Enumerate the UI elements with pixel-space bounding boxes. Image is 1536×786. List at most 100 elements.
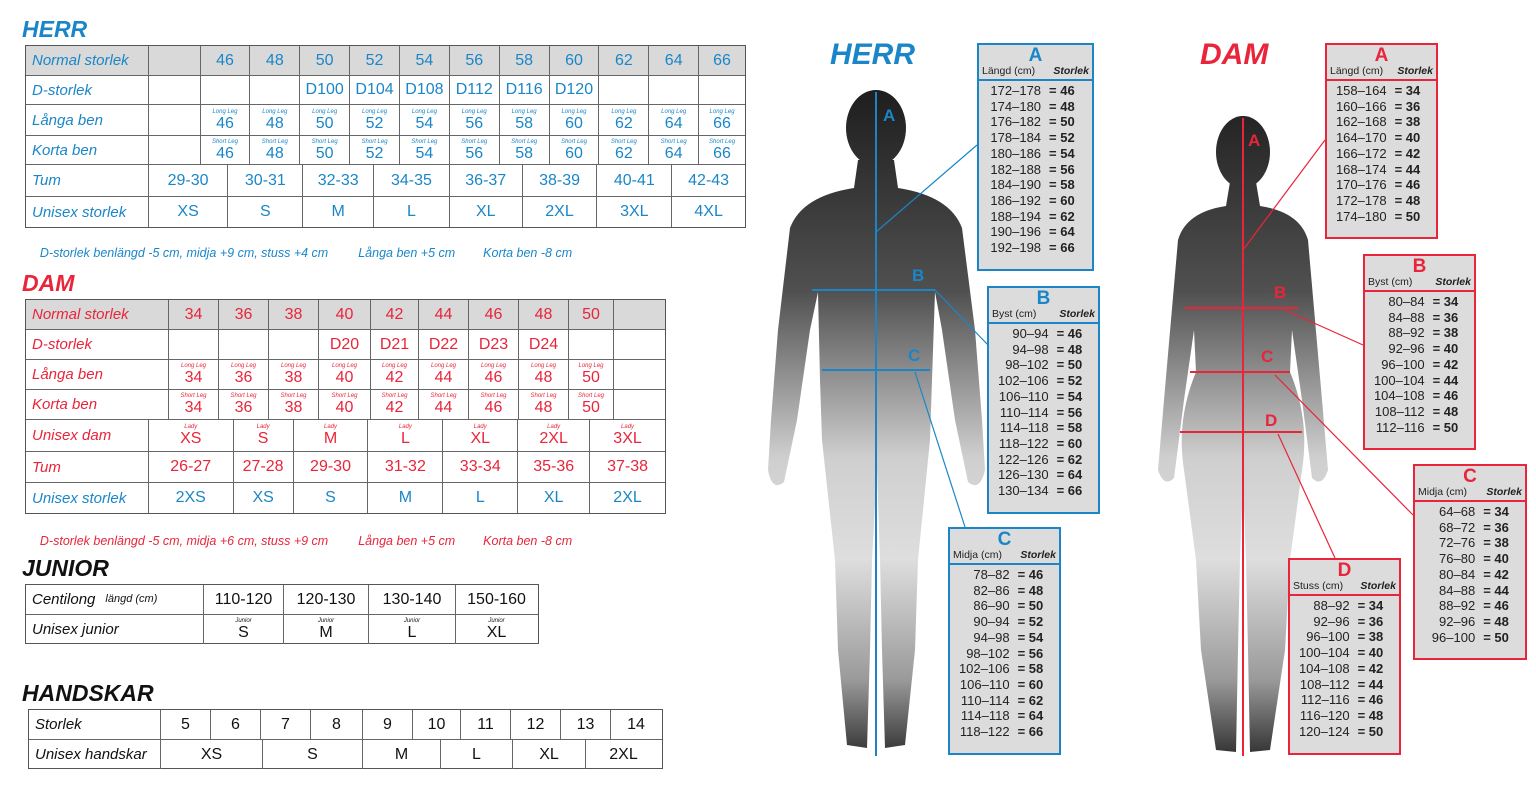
box-col-measure: Längd (cm) (1330, 65, 1384, 77)
measure-range: 86–90 (973, 598, 1010, 614)
cell-value: 44 (434, 399, 453, 416)
table-cell: S (228, 197, 304, 227)
cell-text: 58 (515, 51, 534, 69)
table-cell: Long Leg 62 (599, 105, 650, 135)
cell-value: 46 (484, 399, 503, 416)
table-cell: M (368, 483, 444, 513)
box-row: 178–184 = 52 (979, 130, 1092, 146)
table-cell: Junior M (284, 615, 369, 644)
measure-range: 84–88 (1388, 309, 1425, 325)
cell-text: 42-43 (688, 171, 730, 189)
table-cell: 52 (350, 46, 400, 75)
cell-caption: Short Leg (381, 393, 408, 399)
cell-text: 33-34 (459, 458, 501, 475)
table-cell: Long Leg 46 (201, 105, 251, 135)
cell-value: 58 (515, 144, 534, 162)
gloves-size-table: Storlek 5 6 7 8 9 10 11 12 13 14 Unisex handskar XS S… (28, 709, 663, 769)
cell-value: 48 (265, 114, 284, 132)
cell-text: 48 (265, 51, 284, 69)
measure-range: 106–110 (998, 388, 1049, 404)
measure-range: 76–80 (1439, 551, 1476, 567)
cell-text: D108 (405, 81, 444, 98)
cell-text: 62 (614, 51, 633, 69)
size-value: = 46 (1483, 598, 1509, 614)
cell-text: 64 (664, 51, 683, 69)
table-cell (149, 46, 201, 75)
box-col-measure: Längd (cm) (982, 65, 1036, 77)
measure-range: 120–124 (1298, 723, 1350, 739)
size-value: = 40 (1394, 130, 1421, 146)
table-cell: Short Leg 46 (201, 136, 251, 164)
box-header: Midja (cm) Storlek (950, 549, 1059, 565)
cell-caption: Lady (473, 424, 487, 430)
table-cell: 62 (599, 46, 650, 75)
table-cell: 38-39 (523, 165, 598, 196)
cell-value: 64 (664, 114, 683, 132)
measure-range: 170–176 (1335, 177, 1387, 193)
box-row: 118–122 = 66 (950, 724, 1059, 740)
size-value: = 50 (1432, 419, 1459, 435)
box-row: 100–104 = 40 (1290, 645, 1399, 661)
box-col-size: Storlek (1360, 580, 1396, 592)
table-cell: 58 (500, 46, 550, 75)
table-cell: Short Leg 50 (569, 390, 614, 419)
table-cell: D120 (550, 76, 600, 104)
cell-caption: Long Leg (611, 108, 637, 115)
size-value: = 64 (1049, 224, 1075, 240)
cell-caption: Short Leg (361, 138, 388, 145)
box-col-size: Storlek (1059, 308, 1095, 320)
cell-text: XL (539, 745, 559, 763)
cell-text: 10 (427, 715, 446, 733)
box-col-size: Storlek (1020, 549, 1056, 561)
handskar-title: HANDSKAR (22, 680, 154, 706)
measure-range: 176–182 (990, 114, 1042, 130)
cell-text: 12 (526, 715, 545, 733)
measure-range: 92–96 (1439, 613, 1476, 629)
cell-value: 58 (515, 114, 534, 132)
box-row: 88–92 = 38 (1365, 325, 1474, 341)
table-cell: Junior S (204, 615, 284, 644)
dam-label-c: C (1261, 347, 1274, 366)
box-row: 188–194 = 62 (979, 209, 1092, 225)
cell-text: M (394, 745, 409, 763)
box-row: 110–114 = 56 (989, 405, 1098, 421)
cell-value: 48 (534, 369, 553, 386)
box-row: 112–116 = 50 (1365, 420, 1474, 436)
table-cell: 2XL (586, 740, 661, 769)
cell-text: 40-41 (613, 171, 655, 189)
table-cell: 42 (371, 300, 419, 329)
box-row: 184–190 = 58 (979, 177, 1092, 193)
cell-text: 4XL (694, 203, 723, 220)
table-cell: 34-35 (374, 165, 450, 196)
cell-caption: Long Leg (411, 108, 437, 115)
cell-text: L (406, 203, 416, 220)
dam-box-d-hip: D Stuss (cm) Storlek 88–92 = 34 92–96 = 36 96–1… (1288, 558, 1401, 755)
cell-caption: Long Leg (381, 363, 408, 369)
table-cell (169, 330, 219, 359)
cell-text: 30-31 (244, 171, 286, 189)
herr-label-c: C (908, 346, 921, 365)
cell-value: 42 (385, 369, 404, 386)
table-cell: Long Leg 34 (169, 360, 219, 389)
table-cell (250, 76, 301, 104)
box-letter: B (1412, 256, 1427, 277)
box-row: 182–188 = 56 (979, 162, 1092, 178)
cell-caption: Long Leg (262, 108, 288, 115)
size-value: = 46 (1394, 177, 1421, 193)
box-row: 90–94 = 52 (950, 614, 1059, 630)
table-cell: 66 (699, 46, 745, 75)
dam-note-short: Korta ben -8 cm (483, 534, 573, 548)
box-row: 162–168 = 38 (1327, 114, 1436, 130)
herr-size-table: Normal storlek 46 48 50 52 54 56 58 60 62 64 66 D-st… (25, 45, 746, 228)
size-value: = 64 (1017, 708, 1044, 724)
table-row: Unisex dam Lady XS Lady S Lady M Lady L Lady XL Lad… (26, 420, 665, 452)
table-cell: 110-120 (204, 585, 284, 614)
measure-range: 172–178 (1335, 192, 1387, 208)
cell-text: S (325, 489, 336, 506)
cell-value: 36 (234, 399, 253, 416)
cell-value: 52 (365, 144, 384, 162)
cell-text: L (475, 489, 485, 506)
size-value: = 36 (1357, 613, 1384, 629)
size-value: = 66 (1049, 240, 1075, 256)
table-cell: D22 (419, 330, 469, 359)
